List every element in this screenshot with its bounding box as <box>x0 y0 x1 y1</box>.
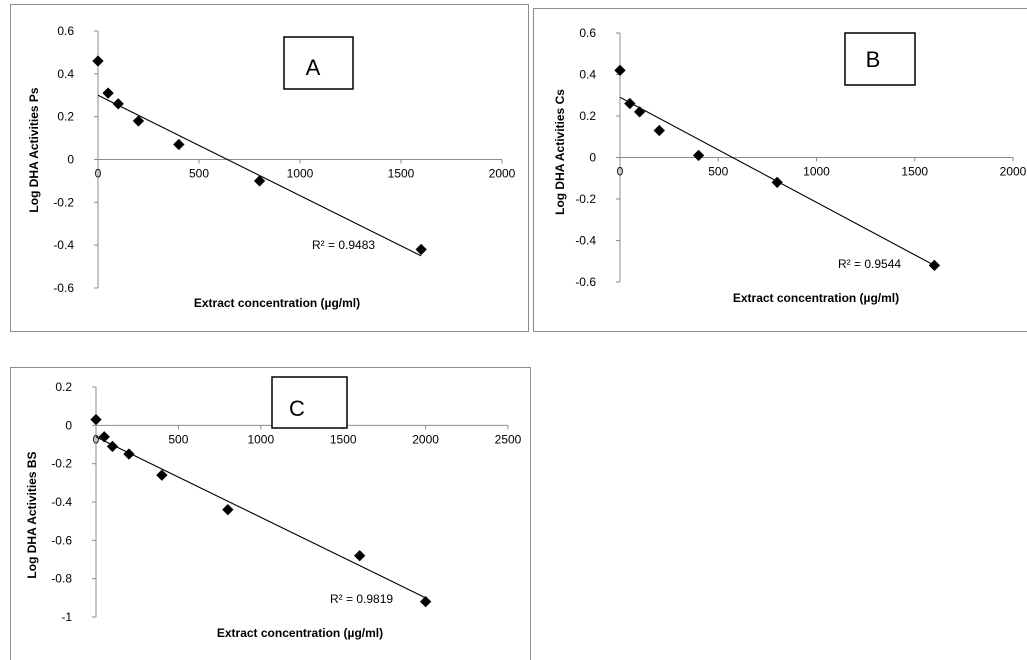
plot-area-b: 0.6 0.4 0.2 0 -0.2 -0.4 -0.6 0 500 1000 1500 2000 R²… <box>575 26 1026 289</box>
x-tick-label: 500 <box>168 432 188 446</box>
data-point <box>92 55 104 67</box>
chart-svg-a: 0.6 0.4 0.2 0 -0.2 -0.4 -0.6 0 500 1000 1500 2000 R²… <box>10 4 529 332</box>
y-axis-title: Log DHA Activities Ps <box>27 87 41 212</box>
data-point <box>415 243 428 256</box>
data-point <box>253 175 266 187</box>
x-tick-label: 1000 <box>287 167 314 181</box>
panel-label-box <box>271 376 348 429</box>
data-point <box>623 97 636 110</box>
y-tick-label: -0.2 <box>575 192 596 206</box>
y-tick-label: 0.6 <box>579 26 596 40</box>
y-tick-label: -0.4 <box>575 234 596 248</box>
r-squared-label: R² = 0.9819 <box>330 592 393 606</box>
data-point <box>172 138 185 151</box>
chart-frame <box>10 4 529 332</box>
data-point <box>132 115 145 127</box>
data-point <box>123 448 135 460</box>
x-tick-label: 0 <box>95 167 102 181</box>
chart-panel-b: 0.6 0.4 0.2 0 -0.2 -0.4 -0.6 0 500 1000 1500 2000 R²… <box>532 0 1027 333</box>
data-point <box>614 64 626 77</box>
plot-area-c: 0.2 0 -0.2 -0.4 -0.6 -0.8 -1 0 500 1000 1500 2000 25… <box>51 380 521 624</box>
y-tick-label: 0.4 <box>579 68 596 82</box>
panel-label-box <box>283 36 354 90</box>
x-tick-label: 500 <box>708 165 728 179</box>
r-squared-label: R² = 0.9483 <box>312 238 375 252</box>
chart-frame <box>533 8 1027 332</box>
chart-svg-c: 0.2 0 -0.2 -0.4 -0.6 -0.8 -1 0 500 1000 1500 2000 25… <box>10 367 531 660</box>
x-tick-label: 0 <box>93 432 100 446</box>
x-tick-label: 1500 <box>330 432 357 446</box>
x-tick-label: 1000 <box>803 165 830 179</box>
y-tick-label: 0.2 <box>55 380 72 394</box>
x-tick-label: 1500 <box>388 167 415 181</box>
x-axis-title: Extract concentration (µg/ml) <box>194 296 360 310</box>
data-point <box>156 469 168 482</box>
data-point <box>692 149 705 162</box>
y-tick-label: -0.6 <box>51 533 72 547</box>
y-tick-label: 0 <box>67 153 74 167</box>
y-tick-label: -0.2 <box>51 457 72 471</box>
panel-label: C <box>289 396 305 421</box>
chart-svg-b: 0.6 0.4 0.2 0 -0.2 -0.4 -0.6 0 500 1000 1500 2000 R²… <box>533 8 1027 332</box>
y-tick-label: 0.2 <box>57 110 74 124</box>
panel-label: A <box>306 55 321 80</box>
x-tick-label: 1000 <box>247 432 274 446</box>
y-axis-title: Log DHA Activities BS <box>25 451 39 578</box>
y-tick-label: 0.4 <box>57 67 74 81</box>
y-tick-label: -0.4 <box>53 238 74 252</box>
x-axis-title: Extract concentration (µg/ml) <box>217 626 383 640</box>
chart-panel-a: 0.6 0.4 0.2 0 -0.2 -0.4 -0.6 0 500 1000 1500 2000 R²… <box>0 0 531 333</box>
data-point <box>928 259 941 272</box>
plot-area-a: 0.6 0.4 0.2 0 -0.2 -0.4 -0.6 0 500 1000 1500 2000 R²… <box>53 24 515 295</box>
x-tick-label: 2000 <box>412 432 439 446</box>
y-tick-label: 0.2 <box>579 109 596 123</box>
panel-label: B <box>866 47 881 72</box>
x-tick-label: 1500 <box>901 165 928 179</box>
x-tick-label: 2000 <box>489 167 516 181</box>
x-tick-label: 2500 <box>495 432 522 446</box>
x-tick-label: 500 <box>189 167 209 181</box>
x-tick-label: 2000 <box>1000 165 1027 179</box>
y-tick-label: 0 <box>589 151 596 165</box>
y-tick-label: -1 <box>61 610 72 624</box>
data-point <box>771 176 784 189</box>
chart-panel-c: 0.2 0 -0.2 -0.4 -0.6 -0.8 -1 0 500 1000 1500 2000 25… <box>0 365 533 660</box>
y-tick-label: -0.8 <box>51 572 72 586</box>
y-tick-label: 0 <box>65 418 72 432</box>
data-point <box>419 595 432 608</box>
panel-label-box <box>844 32 916 86</box>
data-point <box>653 124 666 137</box>
trendline <box>95 436 426 599</box>
data-point <box>90 413 102 426</box>
data-point <box>221 503 234 516</box>
y-tick-label: 0.6 <box>57 24 74 38</box>
y-tick-label: -0.2 <box>53 195 74 209</box>
data-point <box>102 87 114 99</box>
y-axis-title: Log DHA Activities Cs <box>553 89 567 215</box>
data-point <box>98 430 111 443</box>
data-point <box>112 97 125 110</box>
r-squared-label: R² = 0.9544 <box>838 257 901 271</box>
data-point <box>106 440 119 453</box>
y-tick-label: -0.6 <box>575 275 596 289</box>
data-point <box>633 105 646 118</box>
x-axis-title: Extract concentration (µg/ml) <box>733 291 899 305</box>
x-tick-label: 0 <box>617 165 624 179</box>
data-point <box>353 549 366 562</box>
y-tick-label: -0.4 <box>51 495 72 509</box>
y-tick-label: -0.6 <box>53 281 74 295</box>
chart-frame <box>10 367 531 660</box>
